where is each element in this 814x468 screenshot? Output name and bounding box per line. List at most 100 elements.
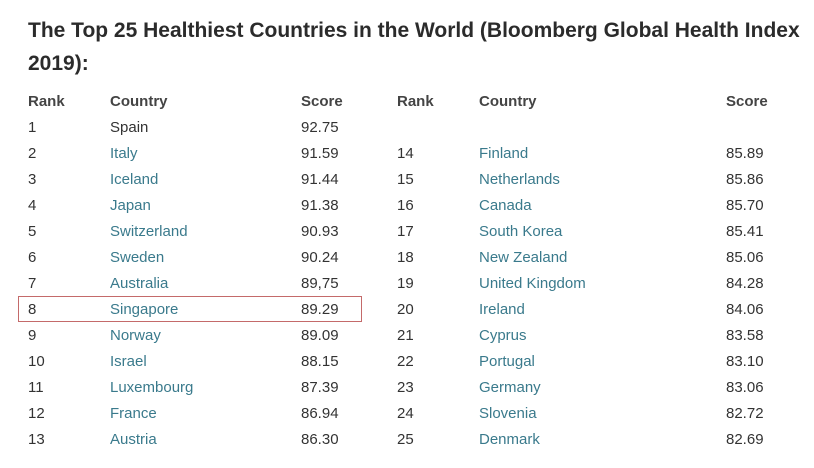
country-link[interactable]: France xyxy=(110,405,157,422)
table-row: 4 Japan 91.38 xyxy=(20,193,371,219)
rank-cell: 20 xyxy=(397,301,414,318)
rank-cell: 6 xyxy=(28,249,37,266)
score-cell: 86.30 xyxy=(301,431,339,448)
country-link[interactable]: Norway xyxy=(110,327,161,344)
rank-cell: 5 xyxy=(28,223,37,240)
rank-cell: 12 xyxy=(28,405,45,422)
country-link[interactable]: Portugal xyxy=(479,353,535,370)
country-cell xyxy=(479,115,726,141)
rank-cell: 14 xyxy=(397,145,414,162)
table-row: 22 Portugal 83.10 xyxy=(389,349,796,375)
table-row: 6 Sweden 90.24 xyxy=(20,245,371,271)
table-row: 2 Italy 91.59 xyxy=(20,141,371,167)
table-row: 24 Slovenia 82.72 xyxy=(389,401,796,427)
score-cell: 83.58 xyxy=(726,327,764,344)
country-link[interactable]: Singapore xyxy=(110,301,179,318)
country-link[interactable]: Italy xyxy=(110,145,138,162)
country-link[interactable]: Slovenia xyxy=(479,405,537,422)
table-row: 1 Spain 92.75 xyxy=(20,115,371,141)
country-link[interactable]: South Korea xyxy=(479,223,563,240)
score-cell: 83.06 xyxy=(726,379,764,396)
table-row: 17 South Korea 85.41 xyxy=(389,219,796,245)
country-link[interactable]: Australia xyxy=(110,275,169,292)
table-row: 18 New Zealand 85.06 xyxy=(389,245,796,271)
country-link[interactable]: Denmark xyxy=(479,431,540,448)
table-header-row: Rank Country Score xyxy=(20,89,371,115)
rank-cell: 9 xyxy=(28,327,37,344)
country-link[interactable]: United Kingdom xyxy=(479,275,586,292)
score-cell: 87.39 xyxy=(301,379,339,396)
table-row: 14 Finland 85.89 xyxy=(389,141,796,167)
score-cell: 88.15 xyxy=(301,353,339,370)
score-cell: 90.93 xyxy=(301,223,339,240)
country-link[interactable]: Germany xyxy=(479,379,541,396)
table-row: 5 Switzerland 90.93 xyxy=(20,219,371,245)
score-cell: 91.38 xyxy=(301,197,339,214)
rank-cell: 2 xyxy=(28,145,37,162)
rank-cell: 23 xyxy=(397,379,414,396)
country-link[interactable]: Switzerland xyxy=(110,223,188,240)
country-link[interactable]: Netherlands xyxy=(479,171,560,188)
table-row: 19 United Kingdom 84.28 xyxy=(389,271,796,297)
table-row: 25 Denmark 82.69 xyxy=(389,427,796,453)
score-cell: 92.75 xyxy=(301,119,339,136)
score-cell: 82.69 xyxy=(726,431,764,448)
ranking-table-right: Rank Country Score 14 Finland 85.89 15 Nethe… xyxy=(389,89,796,453)
rank-cell: 1 xyxy=(28,119,37,136)
rank-cell: 19 xyxy=(397,275,414,292)
country-link[interactable]: Luxembourg xyxy=(110,379,194,396)
score-cell: 86.94 xyxy=(301,405,339,422)
country-header: Country xyxy=(479,93,537,110)
country-link[interactable]: Austria xyxy=(110,431,157,448)
rank-cell: 25 xyxy=(397,431,414,448)
score-header: Score xyxy=(301,93,343,110)
table-row: 15 Netherlands 85.86 xyxy=(389,167,796,193)
country-link[interactable]: Sweden xyxy=(110,249,165,266)
score-header: Score xyxy=(726,93,768,110)
score-cell xyxy=(726,115,796,141)
score-cell: 85.70 xyxy=(726,197,764,214)
score-cell: 85.41 xyxy=(726,223,764,240)
page-title: The Top 25 Healthiest Countries in the W… xyxy=(28,19,800,75)
score-cell: 85.86 xyxy=(726,171,764,188)
table-row: 9 Norway 89.09 xyxy=(20,323,371,349)
rank-header: Rank xyxy=(28,93,65,110)
country-cell: Spain xyxy=(110,119,149,136)
score-cell: 89.09 xyxy=(301,327,339,344)
rank-cell: 11 xyxy=(28,379,44,396)
rank-cell: 16 xyxy=(397,197,414,214)
rank-cell: 21 xyxy=(397,327,414,344)
rank-cell: 17 xyxy=(397,223,414,240)
score-cell: 89,75 xyxy=(301,275,339,292)
table-row xyxy=(389,115,796,141)
rank-cell: 15 xyxy=(397,171,414,188)
rank-cell: 10 xyxy=(28,353,45,370)
table-body-right: 14 Finland 85.89 15 Netherlands 85.86 16 Canada… xyxy=(389,115,796,453)
score-cell: 85.89 xyxy=(726,145,764,162)
country-link[interactable]: Canada xyxy=(479,197,532,214)
score-cell: 82.72 xyxy=(726,405,764,422)
table-body-left: 1 Spain 92.75 2 Italy 91.59 3 Iceland 91.44 4 Japa… xyxy=(20,115,371,453)
country-link[interactable]: Israel xyxy=(110,353,147,370)
country-link[interactable]: Japan xyxy=(110,197,151,214)
rank-cell: 18 xyxy=(397,249,414,266)
rank-header: Rank xyxy=(397,93,434,110)
country-link[interactable]: Finland xyxy=(479,145,529,162)
country-header: Country xyxy=(110,93,168,110)
score-cell: 91.44 xyxy=(301,171,339,188)
table-row: 8 Singapore 89.29 xyxy=(20,297,371,323)
country-link[interactable]: New Zealand xyxy=(479,249,568,266)
table-row: 13 Austria 86.30 xyxy=(20,427,371,453)
score-cell: 90.24 xyxy=(301,249,339,266)
score-cell: 84.06 xyxy=(726,301,764,318)
score-cell: 84.28 xyxy=(726,275,764,292)
rank-cell: 7 xyxy=(28,275,37,292)
rank-cell xyxy=(389,115,479,141)
rank-cell: 4 xyxy=(28,197,37,214)
rank-cell: 3 xyxy=(28,171,37,188)
table-header-row: Rank Country Score xyxy=(389,89,796,115)
country-link[interactable]: Ireland xyxy=(479,301,525,318)
country-link[interactable]: Cyprus xyxy=(479,327,527,344)
country-link[interactable]: Iceland xyxy=(110,171,159,188)
score-cell: 89.29 xyxy=(301,301,339,318)
